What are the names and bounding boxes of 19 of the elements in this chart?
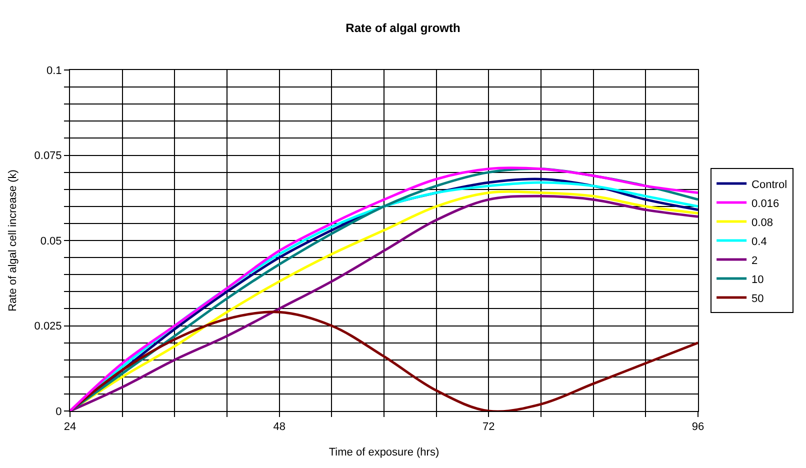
y-tick-label: 0 xyxy=(56,406,62,418)
chart-title: Rate of algal growth xyxy=(346,20,460,35)
legend-label: Control xyxy=(752,178,788,191)
y-axis-title: Rate of algal cell increase (k) xyxy=(6,170,19,312)
legend-label: 0.08 xyxy=(752,216,773,229)
y-tick-label: 0.05 xyxy=(40,235,62,248)
legend-label: 0.4 xyxy=(752,236,767,248)
x-tick-label: 96 xyxy=(692,421,704,434)
y-tick-label: 0.1 xyxy=(46,64,62,77)
legend-label: 0.016 xyxy=(752,198,780,210)
y-tick-label: 0.075 xyxy=(34,150,62,162)
x-axis-title: Time of exposure (hrs) xyxy=(328,446,440,458)
x-tick-label: 24 xyxy=(64,421,76,434)
y-tick-label: 0.025 xyxy=(34,320,62,333)
x-tick-label: 48 xyxy=(273,421,286,434)
x-tick-label: 72 xyxy=(482,421,495,434)
legend-label: 10 xyxy=(752,274,764,286)
legend-label: 50 xyxy=(752,292,764,305)
legend-label: 2 xyxy=(752,254,758,267)
